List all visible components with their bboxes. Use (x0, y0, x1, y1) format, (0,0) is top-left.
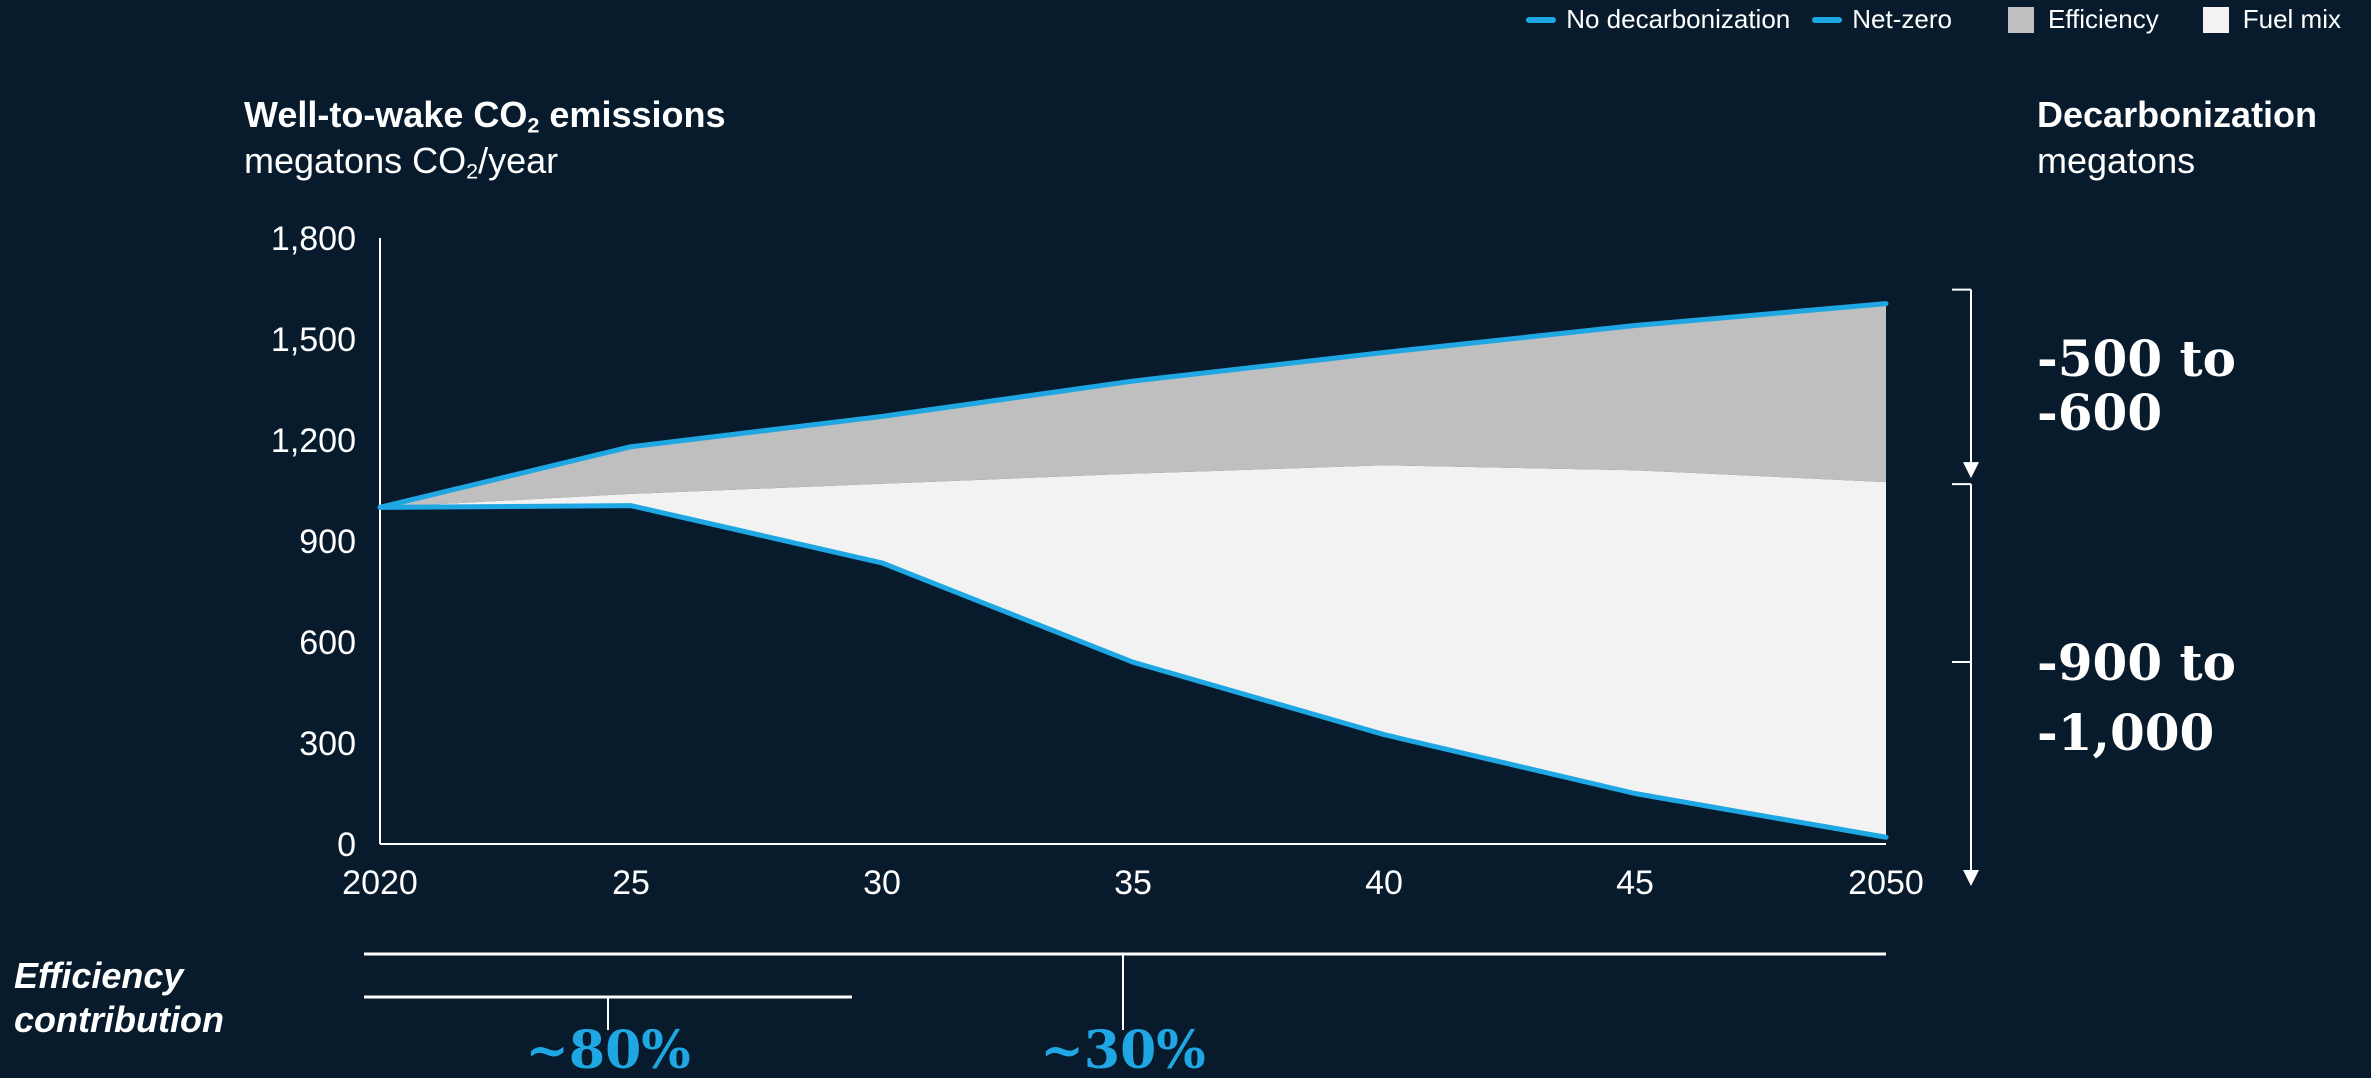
legend-box-swatch (2202, 6, 2229, 33)
y-tick-label: 1,500 (271, 321, 356, 359)
legend-fuel-mix: Fuel mix (2202, 4, 2341, 35)
legend-label: Fuel mix (2242, 4, 2341, 34)
y-tick-label: 1,200 (271, 422, 356, 460)
y-tick-label: 300 (299, 725, 356, 763)
legend-efficiency: Efficiency (2007, 4, 2159, 35)
legend-line-swatch (1526, 16, 1557, 23)
contribution-2050-value: ~30% (1040, 1020, 1205, 1078)
fuel-mix-area (380, 465, 1886, 838)
legend-box-swatch (2007, 6, 2034, 33)
x-tick-label: 2050 (1848, 864, 1924, 902)
legend-label: Efficiency (2047, 4, 2159, 34)
y-tick-label: 1,800 (271, 220, 356, 258)
x-tick-label: 25 (612, 864, 650, 902)
y-tick-label: 900 (299, 523, 356, 561)
no-decarbonization-line (377, 301, 1889, 510)
y-tick-label: 600 (299, 624, 356, 662)
decarbonization-title: Decarbonization megatons (2037, 92, 2317, 184)
fuel-mix-decarbonization-value: -900 to -1,000 (2037, 633, 2236, 762)
contribution-2030-value: ~80% (525, 1020, 690, 1078)
legend-net-zero: Net-zero (1812, 4, 1952, 35)
efficiency-decarbonization-value: -500 to -600 (2037, 329, 2236, 442)
legend-label: No decarbonization (1566, 4, 1791, 34)
efficiency-arrowhead (1963, 462, 1979, 479)
efficiency-area (380, 303, 1886, 508)
x-tick-label: 40 (1365, 864, 1403, 902)
decarbonization-title-unit: megatons (2037, 140, 2196, 181)
chart-title: Well-to-wake CO2 emissions megatons CO2/… (244, 92, 726, 184)
chart-title-main: Well-to-wake CO2 emissions (244, 94, 726, 138)
legend-label: Net-zero (1852, 4, 1952, 34)
efficiency-contribution-label: Efficiency contribution (14, 955, 224, 1040)
fuel-mix-arrowhead (1963, 870, 1979, 886)
x-tick-label: 30 (863, 864, 901, 902)
legend-no-decarbonization: No decarbonization (1526, 4, 1790, 35)
y-tick-label: 0 (337, 826, 356, 864)
x-tick-label: 35 (1114, 864, 1152, 902)
legend-line-swatch (1812, 16, 1843, 23)
decarbonization-title-main: Decarbonization (2037, 94, 2318, 135)
chart-title-unit: megatons CO2/year (244, 140, 559, 184)
net-zero-line (377, 503, 1889, 840)
x-tick-label: 45 (1616, 864, 1654, 902)
legend: No decarbonization Net-zero Efficiency F… (1500, 4, 2341, 35)
x-tick-label: 2020 (342, 864, 418, 902)
